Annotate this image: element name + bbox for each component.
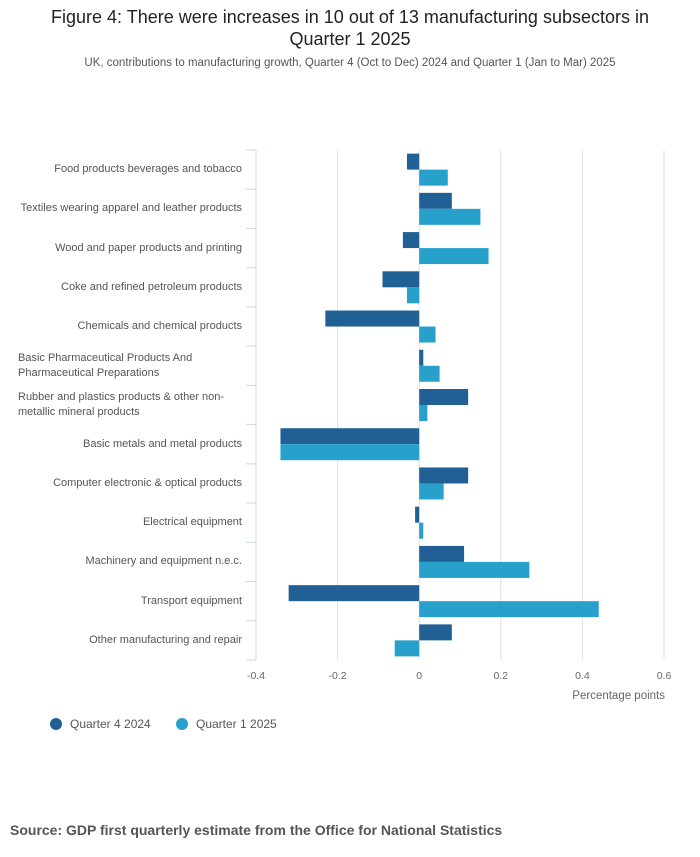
bar-q4-2024 bbox=[419, 467, 469, 484]
source-note: Source: GDP first quarterly estimate fro… bbox=[10, 822, 503, 838]
category-label: Textiles wearing apparel and leather pro… bbox=[18, 189, 242, 229]
bar-q4-2024 bbox=[419, 545, 465, 562]
category-label-text: Chemicals and chemical products bbox=[77, 320, 242, 333]
legend-label: Quarter 4 2024 bbox=[70, 717, 151, 731]
bar-q1-2025 bbox=[419, 601, 599, 618]
category-label: Computer electronic & optical products bbox=[18, 463, 242, 503]
bar-q4-2024 bbox=[325, 310, 420, 327]
x-tick-label: 0.6 bbox=[656, 670, 672, 682]
category-label: Wood and paper products and printing bbox=[18, 228, 242, 268]
bar-q4-2024 bbox=[402, 232, 420, 249]
category-label-text: Basic metals and metal products bbox=[83, 437, 242, 450]
category-label-text: Transport equipment bbox=[140, 594, 242, 607]
bar-q1-2025 bbox=[419, 208, 481, 225]
bar-q1-2025 bbox=[419, 365, 440, 382]
legend-marker-q4 bbox=[50, 718, 62, 730]
category-label: Machinery and equipment n.e.c. bbox=[18, 542, 242, 582]
bar-q4-2024 bbox=[382, 271, 420, 288]
category-label: Rubber and plastics products & other non… bbox=[18, 385, 242, 425]
category-label: Coke and refined petroleum products bbox=[18, 267, 242, 307]
category-label-text: Other manufacturing and repair bbox=[89, 633, 242, 646]
legend-item-q4-2024[interactable]: Quarter 4 2024 bbox=[50, 717, 151, 731]
category-label-text: Textiles wearing apparel and leather pro… bbox=[20, 202, 242, 215]
bar-q4-2024 bbox=[419, 389, 469, 405]
x-tick-label: -0.4 bbox=[246, 670, 266, 682]
legend-item-q1-2025[interactable]: Quarter 1 2025 bbox=[176, 717, 277, 731]
category-label: Other manufacturing and repair bbox=[18, 620, 242, 660]
bar-q1-2025 bbox=[419, 248, 489, 265]
bar-q4-2024 bbox=[280, 428, 420, 445]
x-axis-label: Percentage points bbox=[572, 690, 665, 702]
bar-q1-2025 bbox=[419, 561, 530, 578]
chart-subtitle: UK, contributions to manufacturing growt… bbox=[84, 57, 616, 69]
bar-q1-2025 bbox=[419, 326, 436, 343]
category-label-text: Electrical equipment bbox=[142, 516, 242, 529]
x-tick-label: -0.2 bbox=[328, 670, 347, 682]
bar-q4-2024 bbox=[288, 585, 420, 602]
x-tick-label: 0.4 bbox=[575, 670, 590, 682]
category-label-text: Computer electronic & optical products bbox=[53, 476, 242, 489]
category-label-text: Wood and paper products and printing bbox=[55, 241, 242, 254]
x-tick-label: 0 bbox=[416, 670, 423, 682]
category-label: Electrical equipment bbox=[18, 503, 242, 543]
category-label: Basic Pharmaceutical Products And Pharma… bbox=[18, 346, 242, 386]
bar-q1-2025 bbox=[419, 522, 424, 539]
category-label-text: Food products beverages and tobacco bbox=[54, 163, 242, 176]
chart-title: Figure 4: There were increases in 10 out… bbox=[51, 7, 649, 49]
category-label-text: Rubber and plastics products & other non… bbox=[18, 391, 225, 418]
legend-marker-q1 bbox=[176, 718, 188, 730]
bar-q1-2025 bbox=[419, 483, 444, 500]
bar-q4-2024 bbox=[415, 506, 420, 523]
bar-q1-2025 bbox=[406, 287, 420, 304]
bar-q1-2025 bbox=[394, 640, 420, 657]
category-label: Basic metals and metal products bbox=[18, 424, 242, 464]
legend-label: Quarter 1 2025 bbox=[196, 717, 277, 731]
bar-q4-2024 bbox=[419, 349, 424, 366]
bar-q4-2024 bbox=[406, 153, 420, 170]
bar-q1-2025 bbox=[419, 405, 428, 421]
bar-q1-2025 bbox=[419, 169, 448, 186]
category-label: Chemicals and chemical products bbox=[18, 307, 242, 347]
category-label-text: Machinery and equipment n.e.c. bbox=[85, 555, 242, 568]
category-label: Food products beverages and tobacco bbox=[18, 150, 242, 190]
bar-q1-2025 bbox=[280, 444, 420, 461]
category-label-text: Basic Pharmaceutical Products And Pharma… bbox=[18, 351, 193, 379]
bar-q4-2024 bbox=[419, 192, 452, 209]
bar-q4-2024 bbox=[419, 624, 452, 641]
x-tick-label: 0.2 bbox=[493, 670, 509, 682]
category-label: Transport equipment bbox=[18, 581, 242, 621]
category-label-text: Coke and refined petroleum products bbox=[61, 280, 242, 293]
